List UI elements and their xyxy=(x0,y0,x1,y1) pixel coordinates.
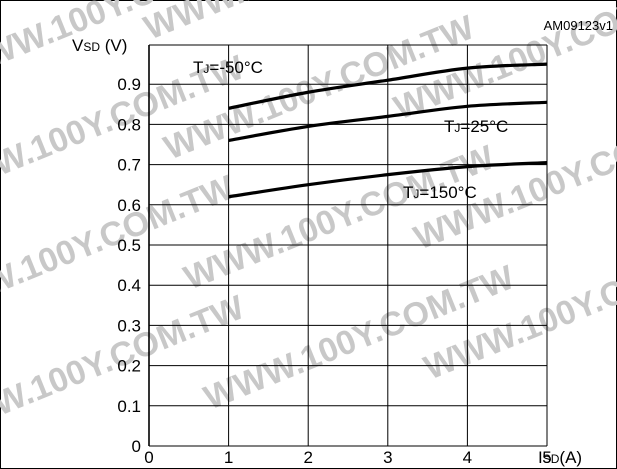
y-tick-label: 0.9 xyxy=(117,75,141,94)
y-tick-label: 0.6 xyxy=(117,196,141,215)
series-label-150-sub: J xyxy=(413,187,419,201)
series-label-150-main: T xyxy=(403,183,413,202)
x-axis-label-main: I xyxy=(538,448,543,467)
series-line-0 xyxy=(228,62,548,110)
series-label-150: TJ=150°C xyxy=(403,183,477,202)
series-label-minus50-sub: J xyxy=(203,62,209,76)
series-label-minus50-value: =-50°C xyxy=(209,58,263,77)
x-axis-label: ISD(A) xyxy=(538,448,582,467)
y-tick-label: 0.7 xyxy=(117,156,141,175)
x-tick-label: 4 xyxy=(463,448,472,467)
series-label-25-sub: J xyxy=(454,121,460,135)
series-lines xyxy=(228,62,548,199)
x-tick-labels: 0 1 2 3 4 5 xyxy=(144,448,551,467)
y-axis-label-sub: SD xyxy=(83,40,100,54)
figure-id: AM09123v1 xyxy=(544,18,613,33)
series-line-2 xyxy=(228,160,548,199)
x-tick-label: 0 xyxy=(144,448,153,467)
y-tick-label: 0.3 xyxy=(117,316,141,335)
y-tick-label: 0 xyxy=(132,437,141,456)
series-label-150-value: =150°C xyxy=(419,183,476,202)
x-axis-label-unit: (A) xyxy=(559,448,582,467)
y-tick-label: 0.1 xyxy=(117,397,141,416)
series-line-1 xyxy=(228,100,548,143)
x-tick-label: 3 xyxy=(383,448,392,467)
y-axis-label: VSD (V) xyxy=(72,36,127,55)
x-tick-label: 2 xyxy=(303,448,312,467)
y-tick-label: 0.2 xyxy=(117,357,141,376)
y-tick-labels: 0 0.1 0.2 0.3 0.4 0.5 0.6 0.7 0.8 0.9 xyxy=(117,75,141,456)
x-tick-label: 1 xyxy=(224,448,233,467)
series-label-25: TJ=25°C xyxy=(444,117,508,136)
y-axis-label-main: V xyxy=(72,36,84,55)
series-label-25-main: T xyxy=(444,117,454,136)
series-label-25-value: =25°C xyxy=(460,117,508,136)
y-tick-label: 0.5 xyxy=(117,236,141,255)
y-tick-label: 0.4 xyxy=(117,276,141,295)
series-label-minus50: TJ=-50°C xyxy=(193,58,263,77)
y-axis-label-unit: (V) xyxy=(100,36,127,55)
x-tick-label: 5 xyxy=(542,448,551,467)
plot-grid xyxy=(148,44,548,447)
y-tick-label: 0.8 xyxy=(117,115,141,134)
series-label-minus50-main: T xyxy=(193,58,203,77)
x-axis-label-sub: SD xyxy=(543,452,560,466)
